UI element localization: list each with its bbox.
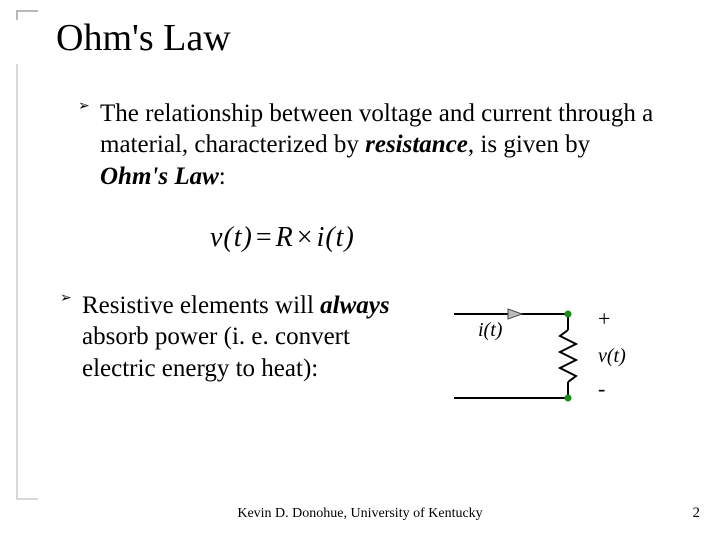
frame-decoration-top — [16, 10, 38, 20]
node-bottom — [565, 395, 572, 402]
label-plus: + — [598, 306, 610, 331]
current-arrow-icon — [508, 309, 522, 319]
page-title: Ohm's Law — [56, 16, 231, 60]
label-i: i(t) — [478, 319, 503, 341]
bullet-1-text: The relationship between voltage and cur… — [100, 98, 658, 192]
label-minus: - — [598, 376, 605, 401]
resistor-icon — [560, 330, 576, 382]
bullet-item-2: ➢ Resistive elements will always absorb … — [60, 290, 420, 384]
frame-decoration-bottom — [16, 64, 38, 500]
eq-times: × — [294, 222, 317, 253]
eq-r: R — [276, 222, 294, 253]
footer-text: Kevin D. Donohue, University of Kentucky — [0, 506, 720, 522]
eq-i: i(t) — [317, 222, 355, 253]
chevron-right-icon: ➢ — [78, 100, 90, 114]
label-v: v(t) — [598, 345, 626, 367]
eq-lhs: v(t) — [210, 222, 253, 253]
bullet-2-text: Resistive elements will always absorb po… — [82, 290, 420, 384]
ohms-law-equation: v(t)=R×i(t) — [210, 222, 355, 254]
resistor-circuit-diagram: i(t) + v(t) - — [448, 298, 678, 428]
bullet-item-1: ➢ The relationship between voltage and c… — [78, 98, 658, 192]
circuit-svg: i(t) + v(t) - — [448, 298, 678, 428]
chevron-right-icon: ➢ — [60, 292, 72, 306]
page-number: 2 — [693, 505, 701, 522]
eq-equals: = — [253, 222, 276, 253]
node-top — [565, 311, 572, 318]
